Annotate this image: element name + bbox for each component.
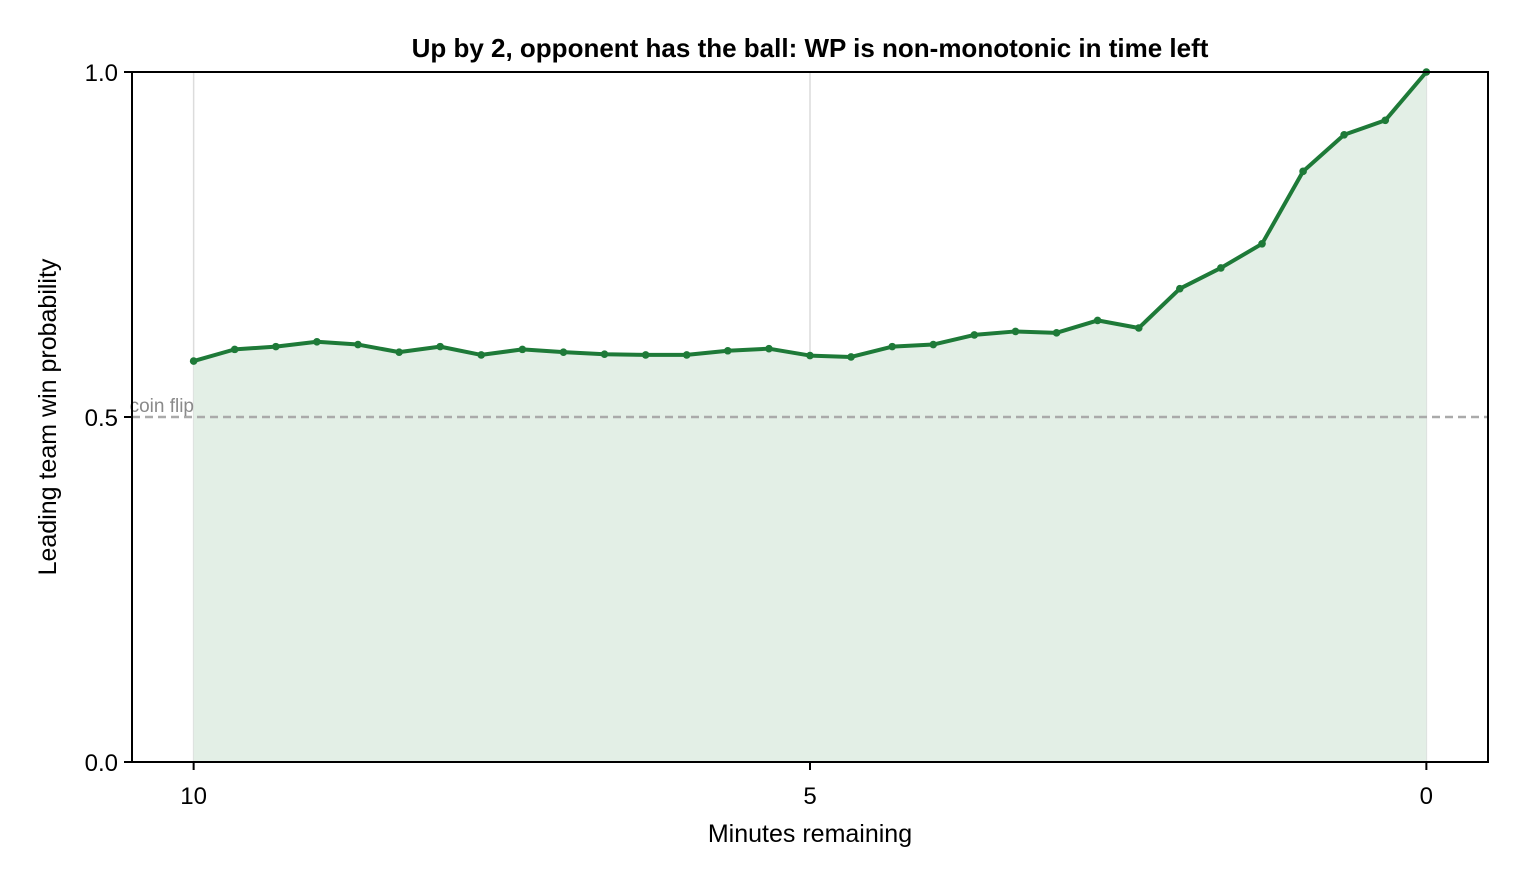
y-tick-label-0.0: 0.0 [85,750,118,777]
x-axis: 10 5 0 [180,762,1433,810]
data-point-18 [929,340,938,349]
data-point-25 [1217,264,1225,272]
x-axis-label: Minutes remaining [708,820,912,848]
data-point-26 [1258,240,1266,248]
data-point-21 [1052,329,1061,337]
chart-title: Up by 2, opponent has the ball: WP is no… [412,33,1209,63]
data-point-9 [559,348,568,356]
y-axis-label: Leading team win probability [34,258,62,575]
data-point-13 [723,346,732,355]
data-point-29 [1381,116,1390,125]
data-point-20 [1011,327,1020,336]
data-point-19 [970,331,979,339]
data-point-28 [1340,130,1348,139]
data-point-22 [1093,316,1102,325]
x-tick-label-5: 5 [803,783,816,810]
data-point-14 [765,344,773,353]
data-point-6 [436,342,444,351]
data-point-10 [600,350,609,359]
data-point-8 [518,345,527,354]
data-point-27 [1299,167,1307,176]
data-point-23 [1134,324,1143,332]
data-point-24 [1176,284,1184,293]
data-point-7 [477,351,486,359]
data-point-16 [847,353,855,361]
x-tick-label-0: 0 [1420,783,1433,810]
plot-area: coin flip [130,68,1489,763]
data-point-4 [354,340,362,349]
y-tick-label-1.0: 1.0 [85,60,118,87]
data-point-5 [395,348,403,356]
data-points [189,68,1431,365]
data-point-15 [806,351,814,360]
reference-line-label: coin flip [130,396,194,417]
data-point-2 [272,342,280,351]
data-point-11 [641,351,650,359]
y-axis: 0.0 0.5 1.0 [85,60,132,777]
x-tick-label-10: 10 [180,783,207,810]
data-point-17 [888,342,897,351]
data-point-0 [189,357,198,365]
data-point-12 [682,351,691,359]
data-point-1 [230,345,239,354]
y-tick-label-0.5: 0.5 [85,405,118,432]
data-point-3 [313,337,321,346]
